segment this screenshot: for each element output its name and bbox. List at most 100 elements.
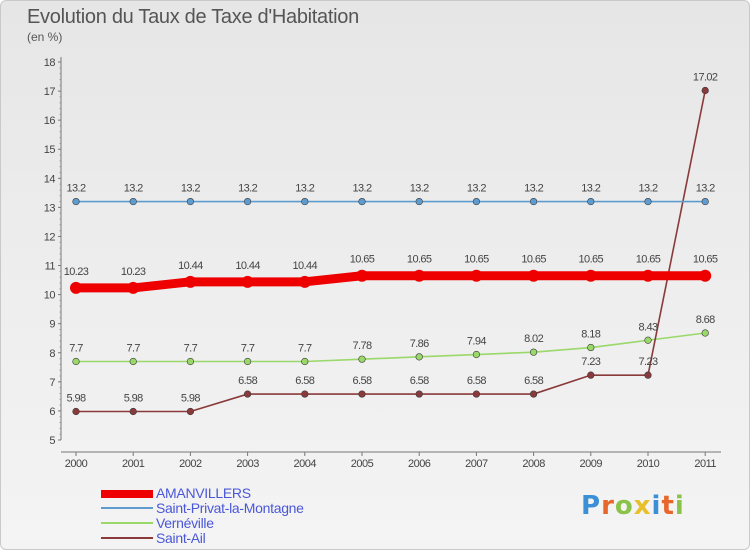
data-point xyxy=(72,357,80,366)
logo-letter: t xyxy=(661,491,675,521)
data-label: 10.44 xyxy=(235,260,260,272)
series-line-saint-ail xyxy=(75,89,707,413)
data-point xyxy=(529,197,538,206)
data-point xyxy=(127,281,140,294)
legend-swatch xyxy=(101,537,153,539)
logo-letter: P xyxy=(581,491,602,521)
data-point xyxy=(415,197,423,206)
data-label: 13.2 xyxy=(410,183,429,195)
chart-unit-label: (en %) xyxy=(27,30,63,44)
data-label: 13.2 xyxy=(124,183,143,195)
data-point xyxy=(644,371,652,379)
data-point xyxy=(301,390,309,398)
data-label: 6.58 xyxy=(467,375,486,387)
legend-swatch xyxy=(101,507,153,509)
data-point xyxy=(358,197,366,206)
data-point xyxy=(472,350,481,359)
x-tick-label: 2003 xyxy=(236,458,259,470)
y-tick-label: 9 xyxy=(49,319,55,331)
legend-swatch xyxy=(101,522,153,524)
data-label: 5.98 xyxy=(181,393,200,405)
data-label: 7.23 xyxy=(638,356,657,368)
x-tick-label: 2011 xyxy=(694,458,716,470)
data-label: 10.65 xyxy=(407,254,432,266)
data-label: 13.2 xyxy=(638,183,657,195)
data-label: 5.98 xyxy=(124,393,143,405)
data-label: 8.43 xyxy=(638,321,657,333)
x-tick-label: 2007 xyxy=(465,458,488,470)
data-point xyxy=(301,357,309,366)
data-point xyxy=(699,269,712,282)
data-point xyxy=(529,390,538,398)
y-tick-label: 11 xyxy=(45,261,56,273)
data-label: 7.78 xyxy=(352,340,371,352)
x-tick-label: 2000 xyxy=(65,458,88,470)
y-tick-label: 17 xyxy=(44,86,56,98)
data-label: 10.65 xyxy=(579,254,604,266)
data-label: 13.2 xyxy=(467,183,486,195)
data-label: 8.68 xyxy=(696,314,715,326)
data-point xyxy=(244,197,252,206)
data-point xyxy=(186,197,194,206)
x-tick-label: 2001 xyxy=(122,458,145,470)
data-label: 8.18 xyxy=(581,329,600,341)
data-label: 13.2 xyxy=(352,183,371,195)
data-label: 7.7 xyxy=(126,342,140,354)
data-label: 10.65 xyxy=(350,254,375,266)
data-point xyxy=(472,390,481,398)
data-point xyxy=(415,390,423,398)
y-tick-label: 14 xyxy=(44,173,56,185)
x-tick-label: 2008 xyxy=(522,458,545,470)
data-label: 10.44 xyxy=(293,260,318,272)
data-point xyxy=(129,357,137,366)
data-label: 17.02 xyxy=(693,71,718,83)
data-point xyxy=(701,197,709,206)
data-label: 6.58 xyxy=(352,375,371,387)
data-point xyxy=(529,348,538,356)
data-label: 6.58 xyxy=(524,375,543,387)
data-label: 13.2 xyxy=(295,183,314,195)
data-point xyxy=(356,269,368,282)
legend-label: Vernéville xyxy=(156,515,214,531)
y-tick-label: 6 xyxy=(49,406,55,418)
data-point xyxy=(129,197,137,206)
data-point xyxy=(587,197,595,206)
legend-label: AMANVILLERS xyxy=(156,485,251,501)
legend-label: Saint-Privat-la-Montagne xyxy=(156,500,304,516)
data-label: 10.23 xyxy=(121,266,146,278)
data-label: 7.86 xyxy=(410,338,429,350)
logo-letter: x xyxy=(633,491,652,521)
data-point xyxy=(642,269,654,282)
y-tick-label: 7 xyxy=(49,377,55,389)
data-point xyxy=(358,390,366,398)
data-point xyxy=(184,275,197,288)
y-tick-label: 13 xyxy=(44,202,56,214)
logo-letter: i xyxy=(674,491,685,521)
data-label: 7.7 xyxy=(241,342,255,354)
data-label: 13.2 xyxy=(66,183,85,195)
data-label: 8.02 xyxy=(524,333,543,345)
data-label: 13.2 xyxy=(238,183,257,195)
data-point xyxy=(244,390,252,398)
data-point xyxy=(70,281,82,294)
data-point xyxy=(415,353,423,361)
y-tick-label: 18 xyxy=(44,57,56,69)
data-label: 13.2 xyxy=(581,183,600,195)
y-tick-label: 5 xyxy=(49,435,55,447)
data-label: 10.65 xyxy=(464,254,489,266)
data-point xyxy=(413,269,426,282)
data-label: 10.65 xyxy=(693,254,718,266)
data-point xyxy=(584,269,597,282)
data-label: 5.98 xyxy=(66,393,85,405)
x-tick-label: 2002 xyxy=(179,458,202,470)
data-point xyxy=(72,407,80,416)
logo-letter: o xyxy=(614,491,634,521)
x-tick-label: 2005 xyxy=(351,458,374,470)
y-tick-label: 10 xyxy=(44,290,56,302)
data-point xyxy=(587,371,595,379)
data-label: 10.23 xyxy=(64,266,89,278)
data-point xyxy=(244,357,252,366)
data-label: 7.23 xyxy=(581,356,600,368)
